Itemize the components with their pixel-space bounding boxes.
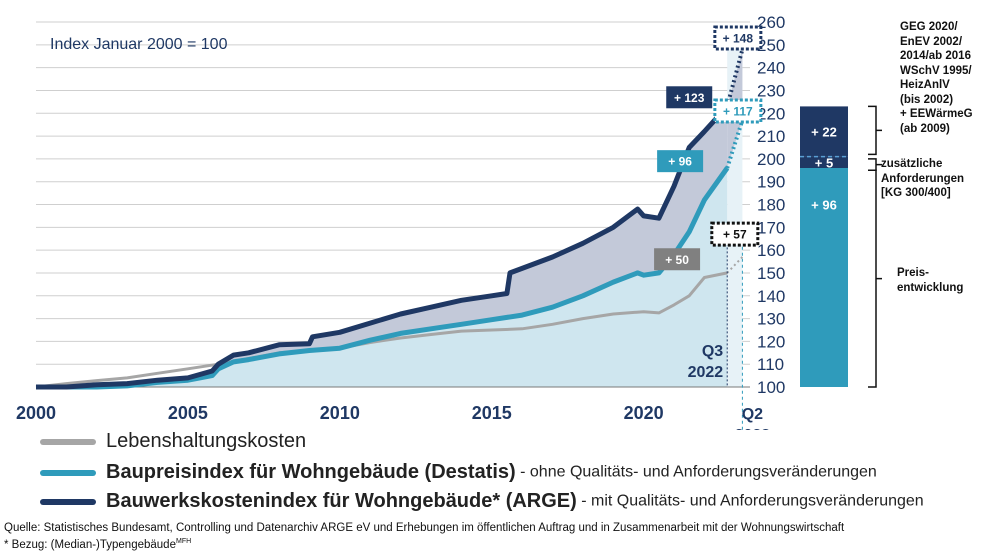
legend-label: Lebenshaltungskosten (106, 430, 307, 452)
lebenshaltungskosten-line (35, 271, 728, 389)
legend-label: Baupreisindex für Wohngebäude (Destatis) (106, 461, 516, 483)
y-tick-label: 230 (757, 81, 785, 100)
value-label-box (666, 86, 713, 109)
value-label-box (654, 248, 701, 271)
y-tick-label: 110 (757, 355, 784, 374)
y-tick-label: 180 (757, 196, 785, 215)
y-tick-label: 160 (757, 241, 785, 260)
y-tick-label: 250 (757, 36, 785, 55)
legend-description: - mit Qualitäts- und Anforderungsverände… (576, 492, 924, 510)
stacked-bar-segment (800, 168, 848, 387)
y-tick-label: 170 (757, 218, 785, 237)
value-label-box (713, 25, 763, 51)
y-tick-label: 150 (757, 264, 785, 283)
y-tick-label: 120 (757, 332, 785, 351)
lebenshaltungskosten-line-projection (726, 256, 744, 274)
legend-description: - ohne Qualitäts- und Anforderungsveränd… (515, 463, 877, 481)
value-label: + 123 (666, 86, 713, 109)
y-tick-label: 140 (757, 287, 785, 306)
stacked-bar-segment (800, 156, 848, 168)
footnote-superscript: MFH (175, 538, 192, 545)
y-tick-label: 240 (757, 59, 785, 78)
legend-label: Bauwerkskostenindex für Wohngebäude* (AR… (106, 490, 577, 512)
stacked-bar-label: + 5 (815, 155, 833, 170)
chart-subtitle: Index Januar 2000 = 100 (50, 36, 228, 53)
legend-swatch (40, 438, 96, 445)
value-label: + 50 (654, 248, 701, 271)
q3-label: Q3 (702, 343, 723, 360)
legend-item-baupreisindex: Baupreisindex für Wohngebäude (Destatis)… (40, 461, 877, 484)
x-tick-label: 2005 (168, 403, 208, 423)
y-tick-label: 130 (757, 310, 785, 329)
bracket-price (868, 169, 882, 388)
value-label-text: + 117 (723, 104, 753, 118)
annotation-regulations: GEG 2020/ EnEV 2002/ 2014/ab 2016 WSchV … (900, 21, 973, 135)
y-tick-label: 200 (757, 150, 785, 169)
value-label: + 148 (713, 25, 763, 51)
value-label-text: + 123 (674, 91, 705, 105)
value-label-text: + 148 (723, 31, 754, 45)
legend-item-lebenshaltungskosten: Lebenshaltungskosten (40, 430, 306, 453)
value-label: + 117 (713, 98, 763, 124)
q3-label: 2022 (688, 364, 724, 381)
value-label: + 57 (710, 221, 760, 247)
source-line: Quelle: Statistisches Bundesamt, Control… (4, 522, 845, 534)
legend-swatch (40, 498, 96, 505)
baupreisindex-line-projection (725, 119, 745, 169)
y-tick-label: 210 (757, 127, 785, 146)
bracket-additional (868, 158, 882, 172)
y-tick-label: 220 (757, 104, 785, 123)
legend-item-bauwerkskostenindex: Bauwerkskostenindex für Wohngebäude* (AR… (40, 490, 924, 513)
annotation-price-development: Preis- entwicklung (897, 267, 964, 294)
baupreisindex-area (36, 168, 728, 387)
footnote-line: * Bezug: (Median-)TypengebäudeMFH (4, 538, 191, 551)
value-label-box (657, 150, 704, 173)
value-label-text: + 57 (723, 228, 747, 242)
x-tick-label: 2015 (472, 403, 512, 423)
bauwerkskostenindex-line (36, 104, 730, 390)
footnote-text: * Bezug: (Median-)Typengebäude (4, 538, 176, 551)
value-label-text: + 50 (665, 253, 689, 267)
value-label-box (710, 221, 760, 247)
stacked-bar-label: + 22 (811, 125, 837, 140)
bracket-regulations (868, 105, 882, 156)
value-label-box (713, 98, 763, 124)
stacked-bar-segment (800, 106, 848, 157)
x-tick-label: 2010 (320, 403, 360, 423)
y-tick-label: 260 (757, 13, 785, 32)
legend-swatch (40, 469, 96, 476)
y-tick-label: 190 (757, 173, 785, 192)
annotation-additional-requirements: zusätzliche Anforderungen [KG 300/400] (881, 158, 965, 199)
stacked-bar-label: + 96 (811, 198, 837, 213)
difference-band (36, 106, 728, 388)
q2-label: Q2 (742, 406, 763, 423)
x-tick-label: 2000 (16, 403, 56, 423)
value-label-text: + 96 (668, 155, 692, 169)
y-tick-label: 100 (757, 378, 785, 397)
value-label: + 96 (657, 150, 704, 173)
x-tick-label: 2020 (624, 403, 664, 423)
